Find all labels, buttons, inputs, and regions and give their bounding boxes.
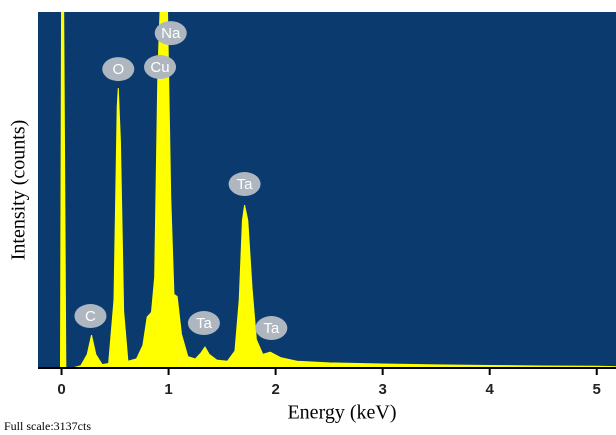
x-tick-label: 0	[57, 381, 65, 398]
x-tick-label: 4	[486, 381, 495, 398]
peak-label-badge	[187, 311, 220, 336]
peak-label: C	[85, 308, 96, 325]
peak-label: O	[112, 61, 124, 78]
x-tick-label: 2	[271, 381, 279, 398]
peak-label-badge	[144, 55, 177, 80]
spectrum	[40, 12, 616, 368]
peak-label-badge	[255, 316, 288, 341]
plot	[40, 12, 616, 368]
plot-area	[38, 12, 616, 368]
x-tick-label: 3	[378, 381, 386, 398]
peak-label-badge	[228, 172, 261, 197]
peak-label: Ta	[237, 176, 254, 193]
x-tick-label: 5	[593, 381, 601, 398]
y-axis-title: Intensity (counts)	[8, 120, 30, 261]
peak-label: Cu	[150, 59, 169, 76]
peak-label: Ta	[196, 315, 213, 332]
footnote: Full scale:3137cts	[4, 419, 91, 433]
peak-label-badge	[102, 57, 135, 82]
peak-label: Na	[161, 25, 181, 42]
peak-label-badge	[154, 21, 187, 46]
x-axis-title: Energy (keV)	[287, 402, 396, 424]
x-tick-label: 1	[164, 381, 172, 398]
peak-label: Ta	[263, 320, 280, 337]
peak-label-badge	[74, 304, 107, 329]
